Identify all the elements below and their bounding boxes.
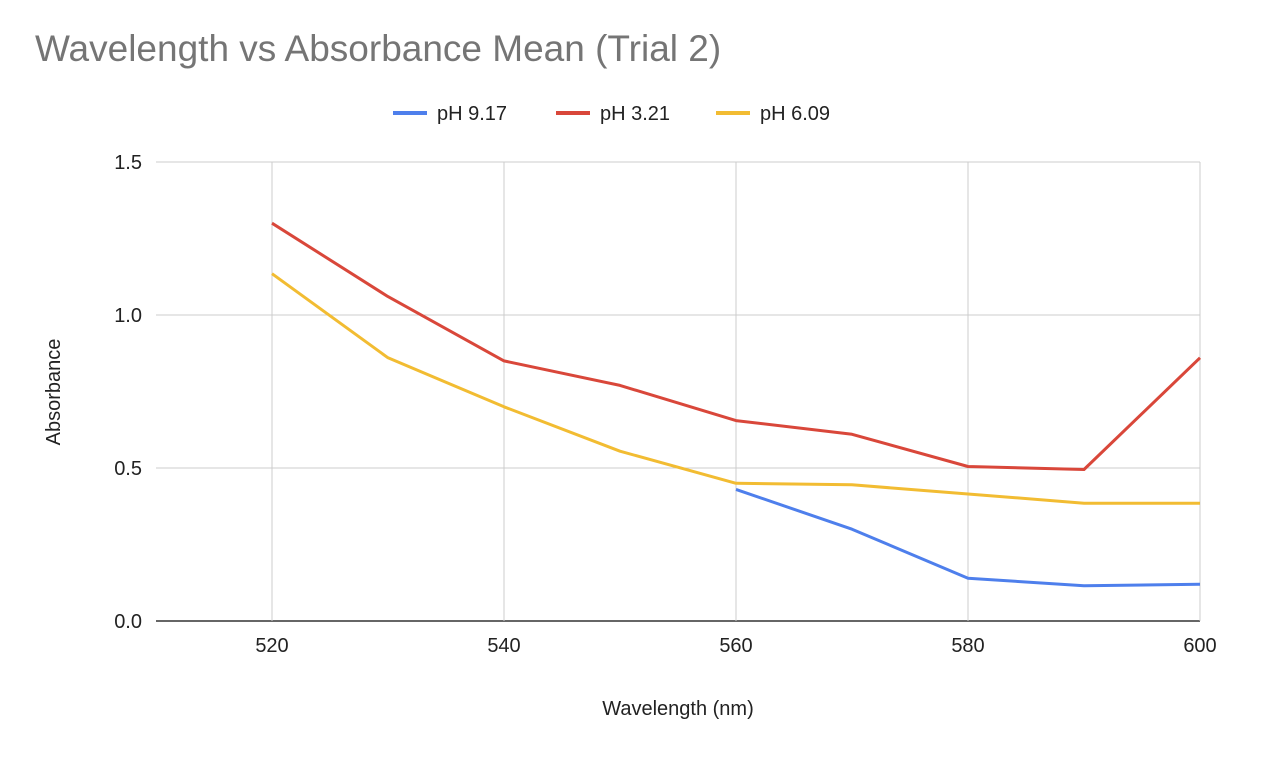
series-line-ph-9-17 [735, 487, 1201, 588]
x-axis-label: Wavelength (nm) [602, 698, 754, 720]
legend-label: pH 9.17 [437, 103, 507, 125]
chart-title: Wavelength vs Absorbance Mean (Trial 2) [35, 28, 722, 69]
legend-label: pH 3.21 [600, 103, 670, 125]
y-tick-label: 0.5 [114, 458, 142, 480]
x-tick-label: 560 [719, 635, 752, 657]
series-line-ph-3-21 [271, 221, 1202, 471]
y-tick-label: 1.0 [114, 305, 142, 327]
x-tick-label: 600 [1183, 635, 1216, 657]
y-tick-label: 1.5 [114, 152, 142, 174]
y-tick-label: 0.0 [114, 611, 142, 633]
y-axis-label: Absorbance [43, 339, 65, 446]
legend-label: pH 6.09 [760, 103, 830, 125]
series-lines [271, 221, 1202, 588]
grid [156, 161, 1201, 622]
x-tick-label: 520 [255, 635, 288, 657]
legend: pH 9.17 pH 3.21 pH 6.09 [393, 103, 830, 125]
series-line-ph-6-09 [271, 272, 1200, 505]
x-tick-label: 540 [487, 635, 520, 657]
x-tick-label: 580 [951, 635, 984, 657]
tick-labels: 0.0 0.5 1.0 1.5 520 540 560 580 600 [114, 152, 1217, 657]
